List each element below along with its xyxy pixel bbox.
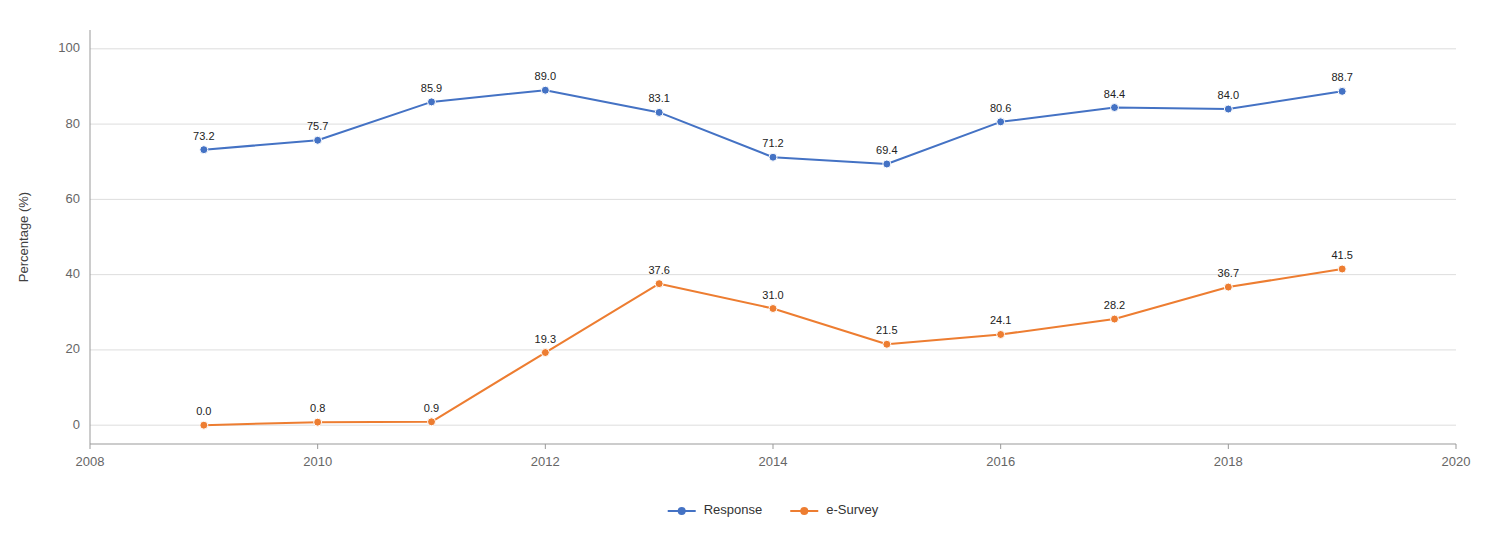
legend-label: e-Survey [826,502,879,517]
data-label: 89.0 [535,70,556,82]
data-point [769,305,777,313]
y-axis-label: Percentage (%) [16,192,31,282]
data-label: 84.4 [1104,88,1125,100]
x-tick-label: 2016 [986,454,1015,469]
data-label: 88.7 [1331,71,1352,83]
legend: Response e-Survey [668,502,879,517]
data-labels: 73.2 75.7 85.9 89.0 83.1 71.2 69.4 80.6 84.4 84.0… [193,70,1353,417]
legend-label: Response [704,502,763,517]
legend-marker [678,507,686,515]
x-tick-label: 2014 [759,454,788,469]
series-line [204,90,1342,164]
grid-line [90,274,1456,275]
x-tick [545,444,546,449]
grid-line [90,124,1456,125]
data-label: 0.9 [424,402,439,414]
data-label: 0.8 [310,402,325,414]
data-point [883,160,891,168]
data-label: 75.7 [307,120,328,132]
data-point [769,153,777,161]
data-point [1224,283,1232,291]
x-tick [1000,444,1001,449]
data-label: 84.0 [1218,89,1239,101]
data-label: 0.0 [196,405,211,417]
x-tick-label: 2018 [1214,454,1243,469]
x-tick [1456,444,1457,449]
data-point [655,280,663,288]
grid-line [90,425,1456,426]
data-label: 83.1 [648,92,669,104]
x-tick-label: 2010 [303,454,332,469]
data-point [200,421,208,429]
x-tick-label: 2008 [76,454,105,469]
y-tick-label: 80 [66,116,80,131]
data-point [428,98,436,106]
legend-item: Response [668,502,763,517]
x-tick [773,444,774,449]
y-tick-label: 0 [73,417,80,432]
data-point [314,418,322,426]
y-axis-line [90,30,91,444]
grid-line [90,199,1456,200]
x-tick-label: 2020 [1442,454,1471,469]
grid [90,49,1456,425]
data-label: 19.3 [535,333,556,345]
data-label: 69.4 [876,144,897,156]
series-line [204,269,1342,425]
data-label: 80.6 [990,102,1011,114]
data-point [997,330,1005,338]
y-tick-label: 20 [66,341,80,356]
data-point [1338,87,1346,95]
y-tick-label: 60 [66,191,80,206]
data-point [541,349,549,357]
y-tick-label: 40 [66,266,80,281]
data-point [1111,315,1119,323]
data-point [314,136,322,144]
x-tick [317,444,318,449]
data-label: 41.5 [1331,249,1352,261]
data-label: 24.1 [990,314,1011,326]
plot-area [200,86,1346,429]
data-label: 21.5 [876,324,897,336]
chart: 0 20 40 60 80 100 2008 2010 2012 2014 2016 2018 2020… [0,0,1496,539]
data-point [883,340,891,348]
data-label: 28.2 [1104,299,1125,311]
x-tick [1228,444,1229,449]
data-label: 73.2 [193,130,214,142]
y-tick-label: 100 [58,40,80,55]
data-point [1111,104,1119,112]
x-tick [90,444,91,449]
data-point [1338,265,1346,273]
legend-item: e-Survey [790,502,879,517]
x-tick-label: 2012 [531,454,560,469]
data-point [655,108,663,116]
grid-line [90,349,1456,350]
data-label: 71.2 [762,137,783,149]
data-point [997,118,1005,126]
legend-marker [800,507,808,515]
data-point [541,86,549,94]
data-label: 37.6 [648,264,669,276]
data-label: 85.9 [421,82,442,94]
data-label: 31.0 [762,289,783,301]
grid-line [90,48,1456,49]
data-point [200,146,208,154]
data-point [428,418,436,426]
data-label: 36.7 [1218,267,1239,279]
data-point [1224,105,1232,113]
